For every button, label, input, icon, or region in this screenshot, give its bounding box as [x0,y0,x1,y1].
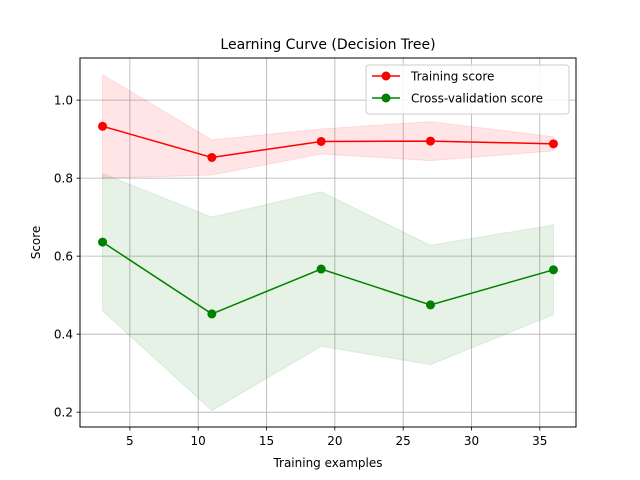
legend-label-training: Training score [410,70,494,84]
x-tick-label: 20 [327,434,342,448]
y-tick-label: 0.2 [54,406,73,420]
point-series-0 [98,121,108,131]
y-tick-label: 0.6 [54,250,73,264]
plot-frame [79,57,577,428]
point-series-1 [98,237,108,247]
point-series-0 [548,139,558,149]
x-tick-label: 30 [464,434,479,448]
grid-layer [80,58,576,427]
x-tick-label: 5 [126,434,134,448]
band-series-0 [102,73,554,179]
x-tick-label: 35 [532,434,547,448]
x-tick-label: 10 [191,434,206,448]
point-series-1 [425,300,435,310]
y-tick-label: 1.0 [54,94,73,108]
x-tick-label: 15 [259,434,274,448]
y-axis-label: Score [29,226,43,260]
band-layer [102,73,554,412]
legend-box [365,64,570,115]
legend-label-cv: Cross-validation score [411,92,543,106]
x-tick-label: 25 [396,434,411,448]
point-series-0 [425,136,435,146]
line-layer [98,121,558,319]
x-axis-label: Training examples [272,456,382,470]
tick-layer: 5 10 15 20 25 30 35 0.2 0.4 0.6 0.8 1.0 [54,94,548,448]
point-series-0 [207,152,217,162]
chart-title: Learning Curve (Decision Tree) [220,37,435,53]
point-series-1 [316,264,326,274]
y-tick-label: 0.4 [54,328,73,342]
legend-marker-training [381,71,391,81]
point-series-1 [207,309,217,319]
point-series-1 [548,265,558,275]
y-tick-label: 0.8 [54,172,73,186]
band-series-1 [102,172,554,412]
legend-marker-cv [381,93,391,103]
point-series-0 [316,136,326,146]
legend: Training score Cross-validation score [365,64,570,115]
